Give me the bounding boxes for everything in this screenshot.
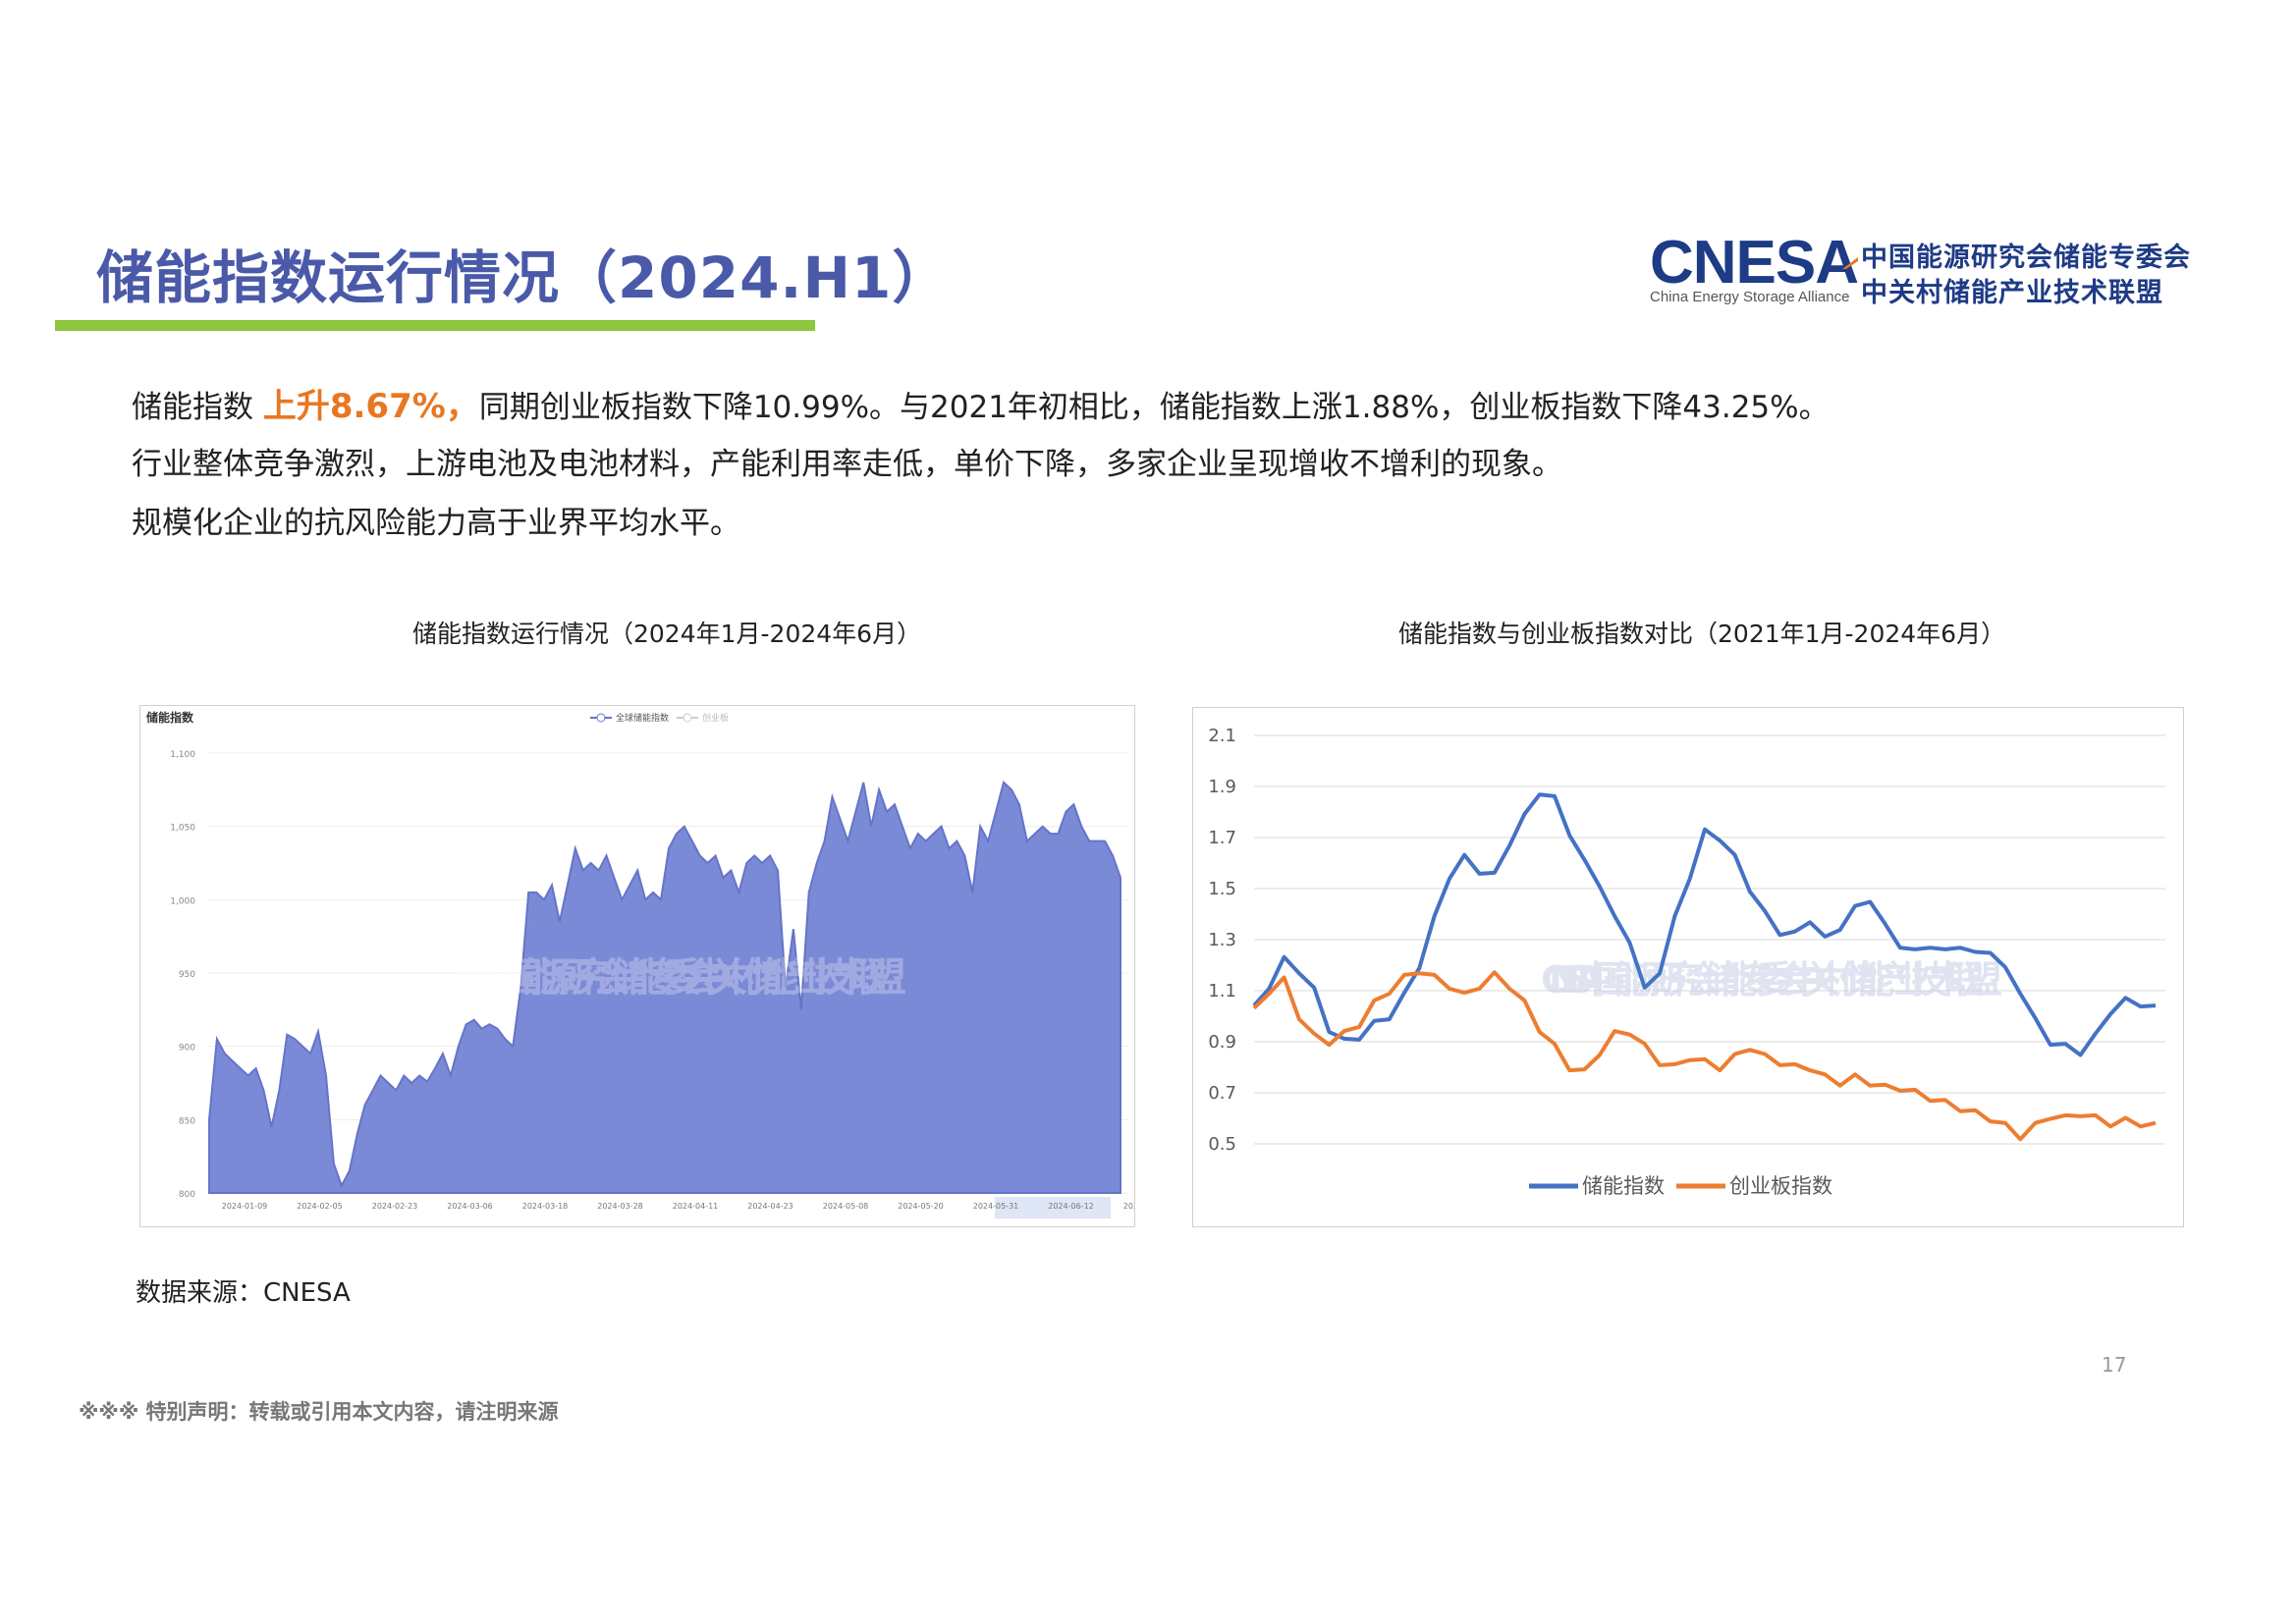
logo-cn-line1: 中国能源研究会储能专委会 bbox=[1861, 243, 2191, 273]
chart2-watermark: CNESA 中国能源研究会储能专委会 中关村储能产业技术联盟 bbox=[1541, 958, 2002, 1001]
chart1-xtick: 2024-01-09 bbox=[222, 1202, 268, 1211]
chart1-xtick: 2024-03-18 bbox=[522, 1202, 569, 1211]
chart2-ytick: 0.9 bbox=[1208, 1032, 1236, 1053]
logo-cn-line2: 中关村储能产业技术联盟 bbox=[1861, 278, 2163, 308]
chart1-ytick: 1,100 bbox=[170, 750, 195, 760]
chart2-svg: 0.5 0.7 0.9 1.1 1.3 1.5 1.7 1.9 2.1 CNESA 中国能源研究会… bbox=[1208, 726, 2165, 1198]
chart1-xtick: 2024-06-26 bbox=[1123, 1202, 1134, 1211]
chart2-series-line bbox=[1252, 970, 2157, 1142]
summary-line-3: 规模化企业的抗风险能力高于业界平均水平。 bbox=[132, 506, 740, 541]
data-source: 数据来源：CNESA bbox=[136, 1278, 351, 1308]
chart1-xtick: 2024-02-05 bbox=[297, 1202, 343, 1211]
title-underline bbox=[55, 320, 815, 331]
page-number: 17 bbox=[2102, 1353, 2127, 1377]
chart1-xtick: 2024-03-06 bbox=[447, 1202, 493, 1211]
chart2-title: 储能指数与创业板指数对比（2021年1月-2024年6月） bbox=[1398, 620, 2006, 648]
legend-marker bbox=[596, 713, 606, 723]
page-title: 储能指数运行情况（2024.H1） bbox=[96, 244, 951, 311]
chart1-xtick: 2024-03-28 bbox=[597, 1202, 643, 1211]
chart2-frame: 0.5 0.7 0.9 1.1 1.3 1.5 1.7 1.9 2.1 CNESA 中国能源研究会… bbox=[1192, 707, 2184, 1227]
chart1-ytick: 1,000 bbox=[170, 896, 195, 906]
disclaimer: ※※※ 特别声明：转载或引用本文内容，请注明来源 bbox=[79, 1400, 559, 1424]
cnesa-logo: CNESA China Energy Storage Alliance 中国能源… bbox=[1650, 228, 2229, 308]
chart1-zoom-slider[interactable] bbox=[995, 1197, 1111, 1218]
chart1-svg: 储能指数 全球储能指数 创业板 800 850 900 950 1,000 1,050 1,100… bbox=[146, 710, 1169, 1218]
chart2-ytick: 1.9 bbox=[1208, 777, 1236, 797]
chart1-ytick: 850 bbox=[179, 1116, 195, 1126]
chart1-ytick: 950 bbox=[179, 970, 195, 980]
chart1-xtick: 2024-06-12 bbox=[1048, 1202, 1094, 1211]
legend-label: 创业板 bbox=[702, 712, 729, 724]
chart1-xtick: 2024-02-23 bbox=[372, 1202, 418, 1211]
logo-accent-icon bbox=[1842, 257, 1858, 269]
chart2-ytick: 1.7 bbox=[1208, 828, 1236, 848]
chart2-ytick: 0.5 bbox=[1208, 1134, 1236, 1155]
chart2-ytick: 1.3 bbox=[1208, 930, 1236, 950]
chart1-watermark: CNESA 中国能源研究会储能专委会 中关村储能产业技术联盟 bbox=[455, 955, 906, 1001]
chart2-legend[interactable]: 储能指数 创业板指数 bbox=[1529, 1174, 1832, 1198]
summary-line-1-prefix: 储能指数 bbox=[132, 390, 263, 425]
chart1-xtick: 2024-05-20 bbox=[898, 1202, 944, 1211]
chart2-series-line bbox=[1252, 792, 2157, 1057]
logo-brand: CNESA bbox=[1650, 229, 1859, 297]
chart1-xtick: 2024-05-31 bbox=[973, 1202, 1019, 1211]
summary-line-1: 储能指数 上升8.67%，同期创业板指数下降10.99%。与2021年初相比，储… bbox=[132, 379, 1830, 427]
chart1-ytick: 800 bbox=[179, 1190, 195, 1200]
chart1-ytick: 900 bbox=[179, 1044, 195, 1054]
summary-highlight: 上升8.67%， bbox=[262, 387, 479, 426]
logo-subtitle: China Energy Storage Alliance bbox=[1650, 289, 1850, 305]
chart1-ylabel: 储能指数 bbox=[146, 710, 194, 725]
chart1-xtick: 2024-04-23 bbox=[747, 1202, 793, 1211]
summary-line-1-suffix: 同期创业板指数下降10.99%。与2021年初相比，储能指数上涨1.88%，创业… bbox=[478, 390, 1830, 425]
chart1-area bbox=[208, 781, 1121, 1194]
chart1-ytick: 1,050 bbox=[170, 824, 195, 834]
chart2-ytick: 1.1 bbox=[1208, 981, 1236, 1001]
legend-label: 储能指数 bbox=[1582, 1174, 1665, 1198]
chart1-xtick: 2024-04-11 bbox=[673, 1202, 719, 1211]
chart2-ytick: 1.5 bbox=[1208, 879, 1236, 899]
legend-label: 创业板指数 bbox=[1729, 1174, 1832, 1198]
summary-line-2: 行业整体竞争激烈，上游电池及电池材料，产能利用率走低，单价下降，多家企业呈现增收… bbox=[132, 447, 1562, 482]
chart1-xtick: 2024-05-08 bbox=[823, 1202, 869, 1211]
legend-marker bbox=[683, 713, 692, 723]
chart1-frame: 储能指数 全球储能指数 创业板 800 850 900 950 1,000 1,050 1,100… bbox=[139, 705, 1169, 1227]
legend-label: 全球储能指数 bbox=[616, 712, 669, 724]
chart1-title: 储能指数运行情况（2024年1月-2024年6月） bbox=[412, 620, 922, 648]
chart1-legend[interactable]: 全球储能指数 创业板 bbox=[590, 712, 729, 724]
chart2-ytick: 2.1 bbox=[1208, 726, 1236, 746]
chart2-ytick: 0.7 bbox=[1208, 1083, 1236, 1104]
